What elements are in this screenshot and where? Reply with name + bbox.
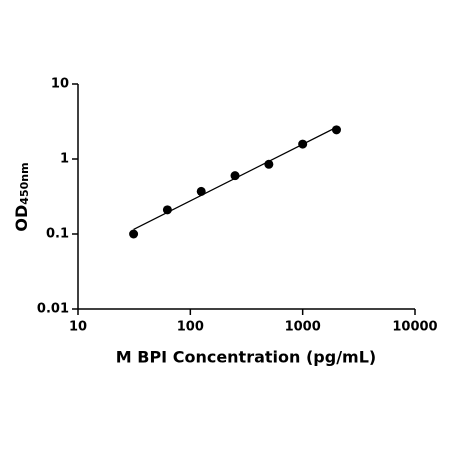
y-tick-label: 0.1 — [46, 227, 69, 242]
y-tick-label: 1 — [60, 152, 69, 167]
y-tick-label: 10 — [51, 77, 69, 92]
data-point — [298, 139, 308, 149]
data-point — [230, 171, 240, 181]
data-point — [196, 186, 206, 196]
x-tick-label: 10000 — [392, 320, 437, 335]
y-axis-label-main: OD — [12, 205, 31, 232]
data-point — [331, 125, 341, 135]
data-point — [129, 229, 139, 239]
data-point — [162, 205, 172, 215]
y-tick-label: 0.01 — [37, 302, 69, 317]
x-tick-label: 100 — [177, 320, 204, 335]
y-axis-label-sub: 450nm — [18, 162, 31, 204]
data-point — [264, 159, 274, 169]
x-tick-label: 10 — [69, 320, 87, 335]
x-axis-label: M BPI Concentration (pg/mL) — [116, 348, 376, 367]
y-axis-label: OD450nm — [12, 162, 32, 231]
x-tick-label: 1000 — [285, 320, 321, 335]
